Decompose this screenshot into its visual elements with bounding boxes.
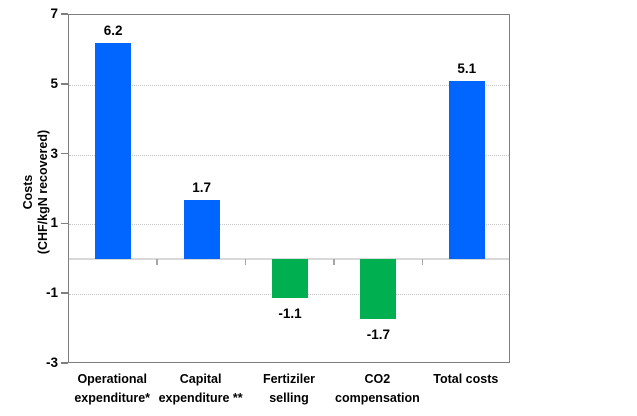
y-tick-mark--3 xyxy=(61,362,68,364)
bar-value-label-fertiziler-selling: -1.1 xyxy=(278,305,302,321)
bar-fertiziler-selling xyxy=(272,259,308,298)
y-tick-mark-5 xyxy=(61,83,68,85)
bar-capital-expenditure xyxy=(183,199,220,260)
category-label-fertiziler-selling: Fertiziler selling xyxy=(262,372,316,405)
y-tick-label-3: 3 xyxy=(50,145,58,161)
y-tick-label--3: -3 xyxy=(45,355,58,370)
bar-co2-compensation xyxy=(360,259,397,319)
bar-value-label-operational-expenditure: 6.2 xyxy=(103,22,123,38)
x-tick-mark-3 xyxy=(333,259,335,266)
category-label-total-costs: Total costs xyxy=(433,372,499,386)
gridline-y5 xyxy=(69,84,509,86)
bar-value-label-total-costs: 5.1 xyxy=(457,61,477,77)
category-label-operational-expenditure: Operational expenditure* xyxy=(74,372,151,405)
x-tick-mark-4 xyxy=(421,259,424,266)
y-tick-mark-1 xyxy=(61,222,68,225)
y-tick-mark--1 xyxy=(61,292,68,294)
category-label-co2-compensation: CO2 compensation xyxy=(335,372,420,405)
gridline-y1 xyxy=(69,224,509,226)
y-tick-mark-3 xyxy=(61,152,68,155)
bar-operational-expenditure xyxy=(95,42,132,260)
x-tick-mark-2 xyxy=(244,259,247,266)
bar-value-label-capital-expenditure: 1.7 xyxy=(192,179,211,195)
y-tick-label-5: 5 xyxy=(50,75,58,91)
y-tick-label--1: -1 xyxy=(45,285,58,301)
y-tick-mark-7 xyxy=(61,13,68,15)
plot-area: 6.2 1.7 -1.1 -1.7 5.1 xyxy=(68,14,510,363)
x-tick-mark-1 xyxy=(156,259,158,266)
bar-value-label-co2-compensation: -1.7 xyxy=(366,326,391,342)
bar-total-costs xyxy=(448,81,485,260)
gridline-y3 xyxy=(69,154,509,156)
category-label-capital-expenditure: Capital expenditure ** xyxy=(158,372,243,405)
y-tick-label-1: 1 xyxy=(50,215,58,231)
y-tick-label-7: 7 xyxy=(50,6,58,21)
